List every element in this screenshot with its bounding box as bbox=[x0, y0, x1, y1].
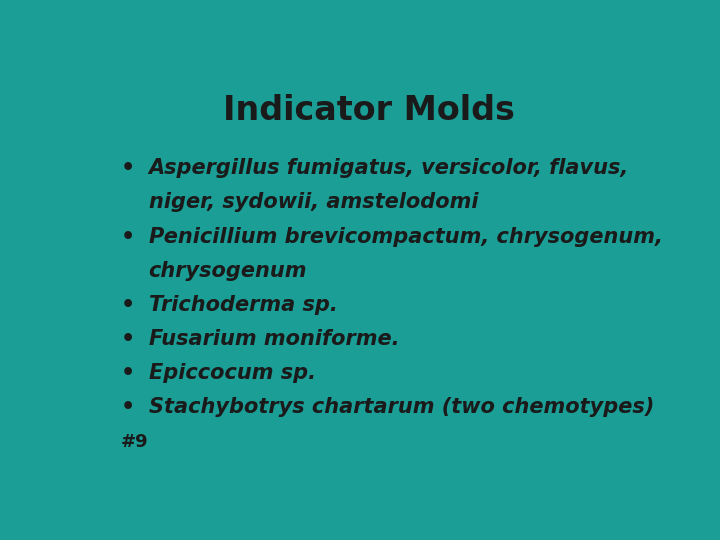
Text: •: • bbox=[121, 158, 135, 178]
Text: •: • bbox=[121, 363, 135, 383]
Text: •: • bbox=[121, 295, 135, 315]
Text: •: • bbox=[121, 397, 135, 417]
Text: Stachybotrys chartarum (two chemotypes): Stachybotrys chartarum (two chemotypes) bbox=[148, 397, 654, 417]
Text: Trichoderma sp.: Trichoderma sp. bbox=[148, 295, 338, 315]
Text: chrysogenum: chrysogenum bbox=[148, 261, 307, 281]
Text: •: • bbox=[121, 227, 135, 247]
Text: Epiccocum sp.: Epiccocum sp. bbox=[148, 363, 315, 383]
Text: Penicillium brevicompactum, chrysogenum,: Penicillium brevicompactum, chrysogenum, bbox=[148, 227, 662, 247]
Text: •: • bbox=[121, 329, 135, 349]
Text: Indicator Molds: Indicator Molds bbox=[223, 94, 515, 127]
Text: #9: #9 bbox=[121, 433, 148, 451]
Text: Fusarium moniforme.: Fusarium moniforme. bbox=[148, 329, 399, 349]
Text: niger, sydowii, amstelodomi: niger, sydowii, amstelodomi bbox=[148, 192, 478, 212]
Text: Aspergillus fumigatus, versicolor, flavus,: Aspergillus fumigatus, versicolor, flavu… bbox=[148, 158, 629, 178]
